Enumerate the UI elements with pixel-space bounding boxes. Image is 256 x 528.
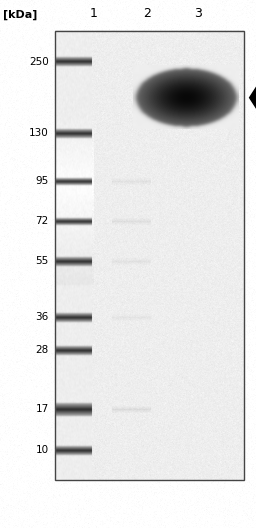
Text: 55: 55: [35, 257, 49, 266]
Text: 130: 130: [29, 128, 49, 138]
Text: 28: 28: [35, 345, 49, 355]
Text: 2: 2: [143, 7, 151, 20]
Bar: [55, 31, 244, 480]
Text: 250: 250: [29, 57, 49, 67]
Text: 36: 36: [35, 313, 49, 322]
Text: 1: 1: [90, 7, 97, 20]
Text: 72: 72: [35, 216, 49, 226]
Text: 3: 3: [195, 7, 202, 20]
Text: 95: 95: [35, 176, 49, 186]
Text: 17: 17: [35, 404, 49, 414]
Text: [kDa]: [kDa]: [3, 10, 37, 20]
Text: 10: 10: [36, 446, 49, 455]
Polygon shape: [250, 83, 256, 113]
